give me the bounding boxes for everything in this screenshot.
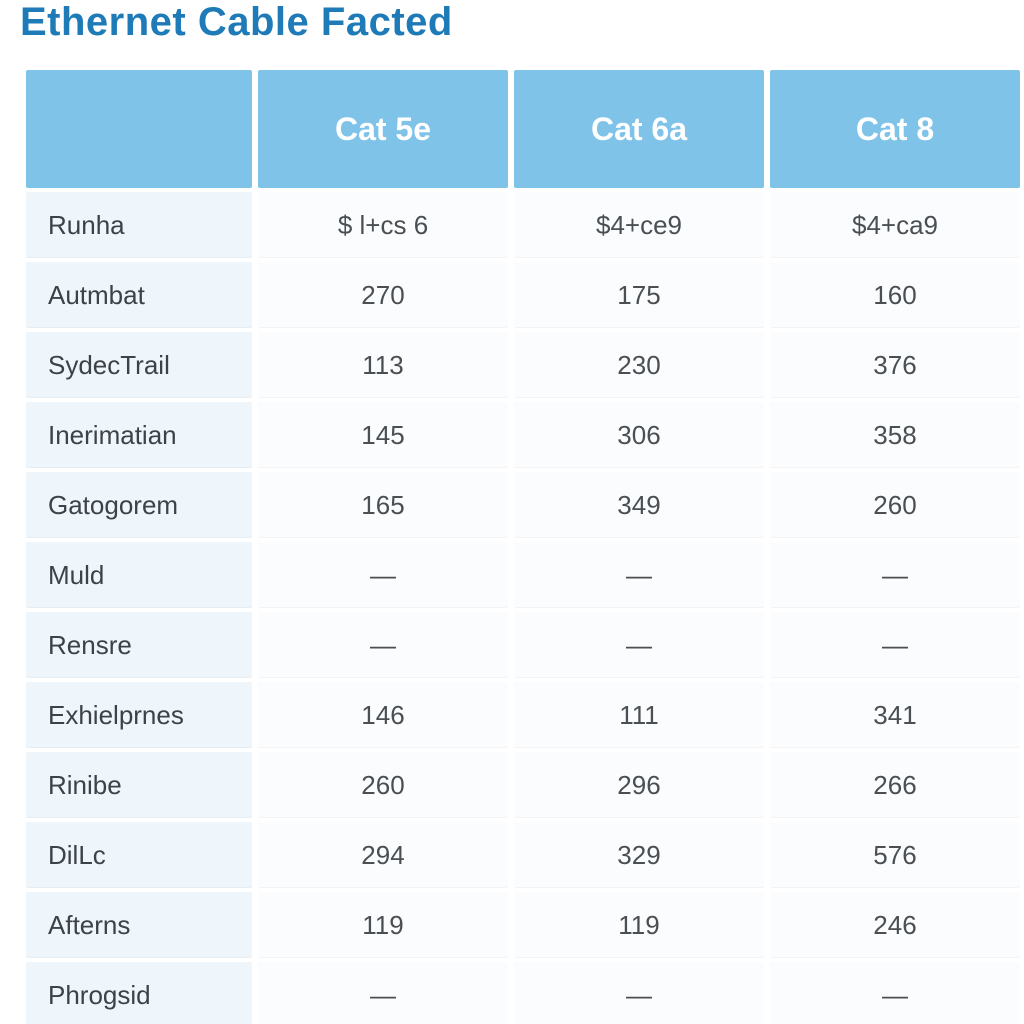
cell-value: 145 bbox=[258, 402, 508, 468]
cell-value: — bbox=[514, 612, 764, 678]
cell-value: — bbox=[770, 612, 1020, 678]
row-label: SydecTrail bbox=[26, 332, 252, 398]
page: Ethernet Cable Facted Cat 5e Cat 6a Cat … bbox=[0, 0, 1024, 1024]
row-label: Phrogsid bbox=[26, 962, 252, 1024]
row-label: Exhielprnes bbox=[26, 682, 252, 748]
cell-value: 119 bbox=[258, 892, 508, 958]
row-label: Afterns bbox=[26, 892, 252, 958]
cell-value: — bbox=[258, 612, 508, 678]
row-label: Rinibe bbox=[26, 752, 252, 818]
row-label: Runha bbox=[26, 192, 252, 258]
cell-value: 296 bbox=[514, 752, 764, 818]
cell-value: 260 bbox=[258, 752, 508, 818]
cell-value: 113 bbox=[258, 332, 508, 398]
cell-value: $4+ca9 bbox=[770, 192, 1020, 258]
cell-value: 246 bbox=[770, 892, 1020, 958]
row-label: Gatogorem bbox=[26, 472, 252, 538]
row-label: Inerimatian bbox=[26, 402, 252, 468]
row-label: Autmbat bbox=[26, 262, 252, 328]
cell-value: — bbox=[514, 962, 764, 1024]
cell-value: 376 bbox=[770, 332, 1020, 398]
column-header-cat5e: Cat 5e bbox=[258, 70, 508, 188]
cell-value: 266 bbox=[770, 752, 1020, 818]
column-header-blank bbox=[26, 70, 252, 188]
cell-value: 111 bbox=[514, 682, 764, 748]
cell-value: — bbox=[514, 542, 764, 608]
cell-value: — bbox=[770, 962, 1020, 1024]
table-row: Exhielprnes 146 111 341 bbox=[26, 682, 1020, 748]
table-header-row: Cat 5e Cat 6a Cat 8 bbox=[26, 70, 1020, 188]
cell-value: 349 bbox=[514, 472, 764, 538]
table-row: Runha $ l+cs 6 $4+ce9 $4+ca9 bbox=[26, 192, 1020, 258]
row-label: DilLc bbox=[26, 822, 252, 888]
table-row: Rinibe 260 296 266 bbox=[26, 752, 1020, 818]
cell-value: 146 bbox=[258, 682, 508, 748]
row-label: Rensre bbox=[26, 612, 252, 678]
cell-value: 358 bbox=[770, 402, 1020, 468]
table-row: SydecTrail 113 230 376 bbox=[26, 332, 1020, 398]
comparison-table: Cat 5e Cat 6a Cat 8 Runha $ l+cs 6 $4+ce… bbox=[20, 66, 1024, 1024]
cell-value: 576 bbox=[770, 822, 1020, 888]
cell-value: 230 bbox=[514, 332, 764, 398]
cell-value: 119 bbox=[514, 892, 764, 958]
row-label: Muld bbox=[26, 542, 252, 608]
page-title: Ethernet Cable Facted bbox=[20, 0, 1004, 44]
table-row: Inerimatian 145 306 358 bbox=[26, 402, 1020, 468]
table-row: DilLc 294 329 576 bbox=[26, 822, 1020, 888]
table-row: Phrogsid — — — bbox=[26, 962, 1020, 1024]
cell-value: 294 bbox=[258, 822, 508, 888]
table-row: Afterns 119 119 246 bbox=[26, 892, 1020, 958]
table-row: Gatogorem 165 349 260 bbox=[26, 472, 1020, 538]
cell-value: — bbox=[770, 542, 1020, 608]
cell-value: $4+ce9 bbox=[514, 192, 764, 258]
column-header-cat8: Cat 8 bbox=[770, 70, 1020, 188]
table-row: Muld — — — bbox=[26, 542, 1020, 608]
cell-value: 165 bbox=[258, 472, 508, 538]
cell-value: 329 bbox=[514, 822, 764, 888]
cell-value: 306 bbox=[514, 402, 764, 468]
cell-value: 175 bbox=[514, 262, 764, 328]
cell-value: — bbox=[258, 962, 508, 1024]
table-row: Rensre — — — bbox=[26, 612, 1020, 678]
column-header-cat6a: Cat 6a bbox=[514, 70, 764, 188]
cell-value: 160 bbox=[770, 262, 1020, 328]
table-row: Autmbat 270 175 160 bbox=[26, 262, 1020, 328]
cell-value: 341 bbox=[770, 682, 1020, 748]
cell-value: 260 bbox=[770, 472, 1020, 538]
cell-value: — bbox=[258, 542, 508, 608]
cell-value: 270 bbox=[258, 262, 508, 328]
cell-value: $ l+cs 6 bbox=[258, 192, 508, 258]
